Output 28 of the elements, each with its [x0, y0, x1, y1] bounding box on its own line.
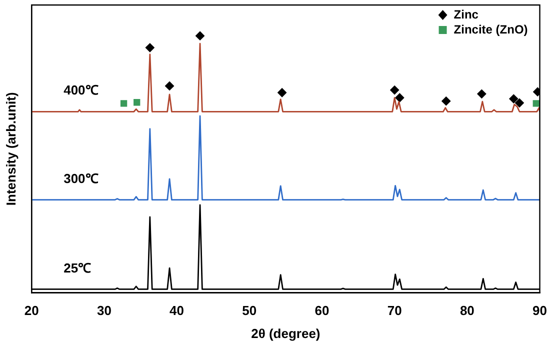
point	[145, 43, 154, 52]
y-axis-title: Intensity (arb.unit)	[3, 92, 18, 206]
x-tick-label: 60	[314, 303, 330, 318]
point	[442, 96, 451, 106]
series-label: 400℃	[64, 82, 98, 98]
x-tick-label: 50	[242, 303, 257, 318]
x-tick-label: 30	[96, 303, 112, 318]
x-tick-label: 80	[460, 303, 474, 318]
point	[165, 81, 174, 90]
legend-label: Zinc	[454, 7, 479, 22]
point	[509, 94, 518, 104]
x-tick-label: 70	[387, 303, 402, 318]
legend-label: Zincite (ZnO)	[454, 22, 528, 36]
series-label: 25℃	[64, 260, 92, 276]
point	[390, 86, 400, 95]
point	[395, 93, 404, 102]
point	[532, 100, 540, 107]
x-axis-title: 2θ (degree)	[251, 326, 320, 341]
point	[278, 88, 287, 98]
series-label: 300℃	[64, 170, 98, 186]
point	[477, 89, 486, 98]
point	[134, 99, 140, 106]
x-tick-label: 40	[170, 303, 184, 318]
x-tick-label: 90	[532, 303, 548, 318]
point	[120, 100, 128, 107]
x-tick-label: 20	[24, 303, 39, 318]
point	[196, 31, 205, 40]
point	[514, 98, 524, 108]
